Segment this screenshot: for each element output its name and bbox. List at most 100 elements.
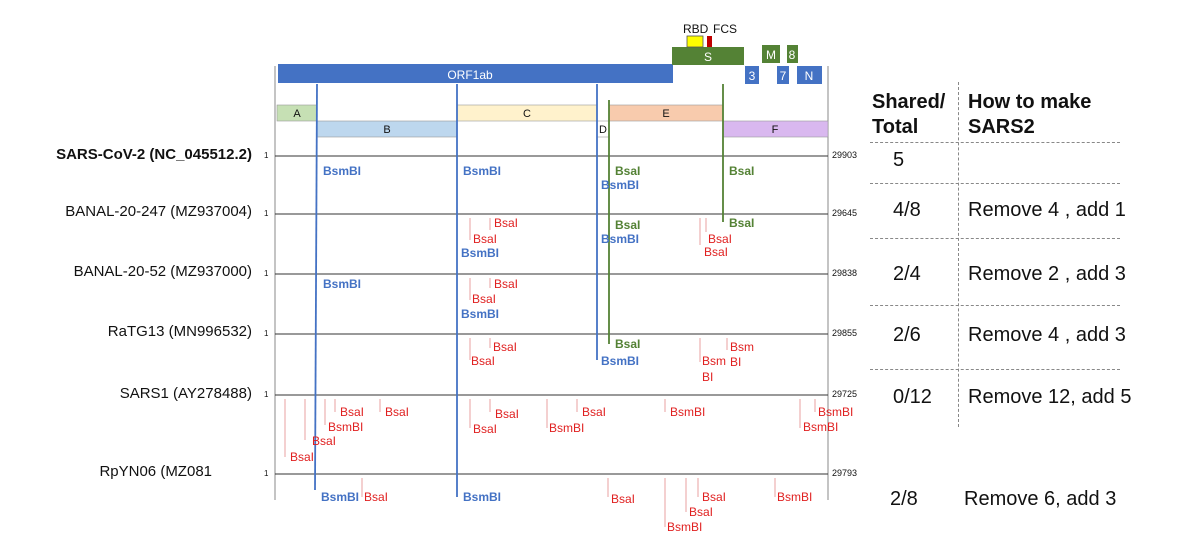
site-label: BsmBI bbox=[328, 420, 363, 434]
gene-m-box bbox=[762, 45, 780, 63]
site-label: BsmBI bbox=[463, 164, 501, 178]
site-label: BsmBI bbox=[323, 164, 361, 178]
genome-label-banal-20-247: BANAL-20-247 (MZ937004) bbox=[65, 203, 252, 220]
fragment-d-label: D bbox=[599, 124, 607, 136]
fragment-b-label: B bbox=[383, 124, 390, 136]
how-to-make-cell: Remove 6, add 3 bbox=[964, 488, 1117, 510]
site-label: BsaI bbox=[473, 422, 497, 436]
table-divider bbox=[870, 238, 1120, 239]
shared-total-cell: 2/8 bbox=[890, 488, 918, 510]
gene-n-label: N bbox=[805, 69, 814, 83]
site-label: BsaI bbox=[290, 450, 314, 464]
fragment-e-label: E bbox=[662, 108, 669, 120]
site-label: BsaI bbox=[385, 405, 409, 419]
site-label: BsaI bbox=[615, 164, 640, 178]
genome-label-sars-cov-2: SARS-CoV-2 (NC_045512.2) bbox=[56, 146, 252, 163]
bsmbi-line-b bbox=[314, 83, 318, 491]
how-to-make-cell: Remove 12, add 5 bbox=[968, 386, 1132, 408]
site-label: Bsm bbox=[730, 340, 754, 354]
genome-label-banal-20-52: BANAL-20-52 (MZ937000) bbox=[73, 263, 252, 280]
site-label: BsaI bbox=[689, 505, 713, 519]
site-label: BsmBI bbox=[321, 490, 359, 504]
site-label: BsmBI bbox=[461, 246, 499, 260]
genome-axis-3: 1 29855 bbox=[264, 328, 857, 338]
header-how-to-make: How to make SARS2 bbox=[968, 91, 1092, 138]
table-divider bbox=[870, 142, 1120, 143]
genome-start: 1 bbox=[264, 469, 269, 478]
genome-start: 1 bbox=[264, 209, 269, 218]
table-column-divider bbox=[958, 82, 959, 427]
fragment-a-label: A bbox=[293, 108, 301, 120]
site-label: BsmBI bbox=[601, 178, 639, 192]
shared-total-cell: 5 bbox=[893, 149, 905, 171]
site-label: BsmBI bbox=[803, 420, 838, 434]
genome-end: 29793 bbox=[832, 468, 857, 478]
site-label: BsaI bbox=[729, 216, 754, 230]
genome-end: 29903 bbox=[832, 150, 857, 160]
orf1ab-label: ORF1ab bbox=[447, 68, 493, 82]
minor-site-ticks bbox=[284, 218, 816, 527]
site-label: BI bbox=[702, 370, 713, 384]
genome-start: 1 bbox=[264, 151, 269, 160]
genome-axis-0: 1 29903 bbox=[264, 150, 857, 160]
genome-end: 29725 bbox=[832, 389, 857, 399]
site-label: BsmBI bbox=[549, 421, 584, 435]
site-labels: BsmBI BsmBI BsaI BsmBI BsaI BsaI BsaI Bs… bbox=[290, 164, 853, 534]
site-label: BsaI bbox=[615, 218, 640, 232]
genome-start: 1 bbox=[264, 390, 269, 399]
spike-label: S bbox=[704, 50, 712, 64]
site-label: BsaI bbox=[704, 245, 728, 259]
genome-axis-5: 1 29793 bbox=[264, 468, 857, 478]
site-label: BsmBI bbox=[461, 307, 499, 321]
genome-axis-4: 1 29725 bbox=[264, 389, 857, 399]
site-label: Bsm bbox=[702, 354, 726, 368]
site-label: BsaI bbox=[494, 216, 518, 230]
site-label: BsaI bbox=[472, 292, 496, 306]
site-label: BsaI bbox=[702, 490, 726, 504]
site-label: BsaI bbox=[312, 434, 336, 448]
site-label: BsaI bbox=[729, 164, 754, 178]
rbd-box bbox=[686, 35, 704, 48]
site-label: BsmBI bbox=[777, 490, 812, 504]
site-label: BI bbox=[730, 355, 741, 369]
site-label: BsaI bbox=[708, 232, 732, 246]
fragment-c-label: C bbox=[523, 108, 531, 120]
genome-end: 29838 bbox=[832, 268, 857, 278]
site-label: BsaI bbox=[615, 337, 640, 351]
site-label: BsaI bbox=[340, 405, 364, 419]
gene-7-box bbox=[777, 66, 789, 84]
header-shared-total: Shared/ Total bbox=[872, 91, 946, 138]
gene-3-box bbox=[745, 66, 759, 84]
genome-start: 1 bbox=[264, 329, 269, 338]
site-label: BsaI bbox=[471, 354, 495, 368]
how-to-make-cell: Remove 4 , add 1 bbox=[968, 199, 1126, 221]
site-label: BsmBI bbox=[323, 277, 361, 291]
rbd-label: RBD bbox=[683, 22, 709, 36]
how-to-make-cell: Remove 4 , add 3 bbox=[968, 324, 1126, 346]
gene-3-label: 3 bbox=[749, 69, 756, 83]
how-to-make-cell: Remove 2 , add 3 bbox=[968, 263, 1126, 285]
gene-7-label: 7 bbox=[780, 69, 787, 83]
gene-8-box bbox=[787, 45, 798, 63]
shared-total-cell: 2/6 bbox=[893, 324, 921, 346]
site-label: BsaI bbox=[493, 340, 517, 354]
site-label: BsmBI bbox=[601, 232, 639, 246]
site-label: BsaI bbox=[473, 232, 497, 246]
fragment-f-label: F bbox=[772, 124, 779, 136]
site-label: BsmBI bbox=[667, 520, 702, 534]
genome-start: 1 bbox=[264, 269, 269, 278]
table-divider bbox=[870, 305, 1120, 306]
gene-8-label: 8 bbox=[789, 48, 796, 62]
site-label: BsmBI bbox=[601, 354, 639, 368]
genome-label-ratg13: RaTG13 (MN996532) bbox=[107, 323, 252, 340]
site-label: BsaI bbox=[364, 490, 388, 504]
fcs-label: FCS bbox=[713, 22, 737, 36]
gene-n-box bbox=[797, 66, 822, 84]
genome-axis-1: 1 29645 bbox=[264, 208, 857, 218]
site-label: BsmBI bbox=[818, 405, 853, 419]
spike-bar bbox=[672, 47, 744, 65]
site-label: BsaI bbox=[582, 405, 606, 419]
gene-m-label: M bbox=[766, 48, 776, 62]
site-label: BsmBI bbox=[463, 490, 501, 504]
